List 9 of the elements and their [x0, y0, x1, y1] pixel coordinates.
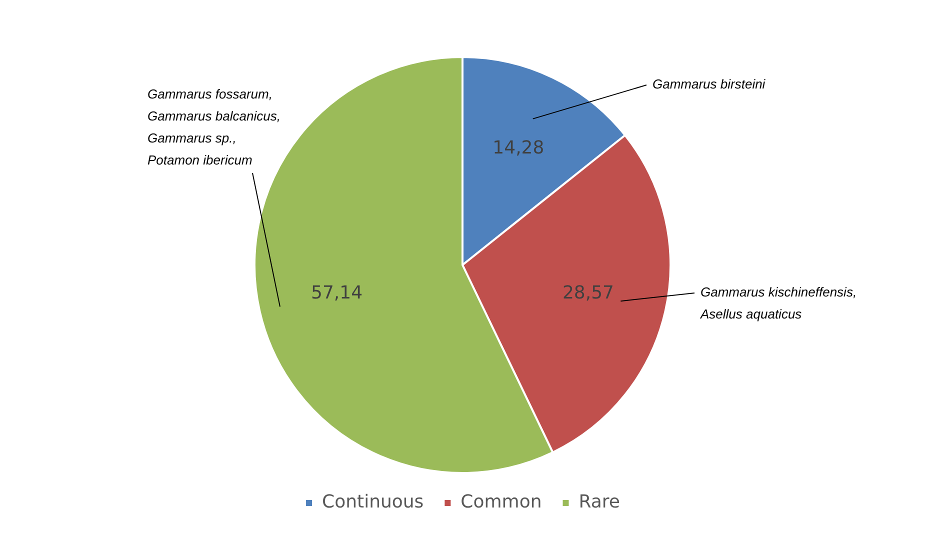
- data-label: 14,28: [492, 137, 544, 158]
- legend-label: Common: [460, 492, 542, 513]
- data-label: 28,57: [562, 282, 614, 304]
- data-label: 57,14: [311, 282, 363, 304]
- text: Gammarus fossarum, Gammarus balcanicus, Gammarus sp., Potamon ibericum: [148, 86, 280, 168]
- legend-label: Continuous: [322, 492, 424, 513]
- text: Gammarus birsteini: [652, 76, 766, 92]
- text: Gammarus kischineffensis, Asellus aquaticus: [700, 284, 857, 322]
- legend-label: Rare: [578, 492, 620, 513]
